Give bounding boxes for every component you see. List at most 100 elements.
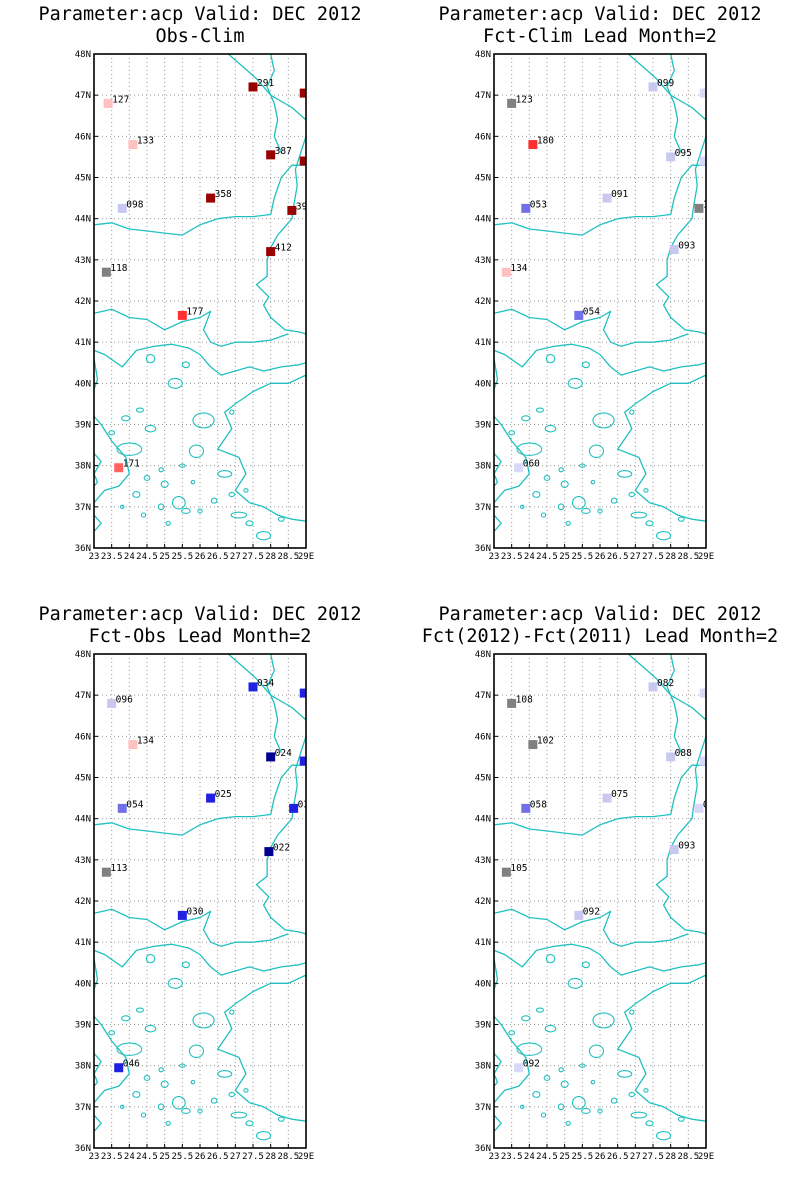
coastline <box>94 358 130 504</box>
x-tick-label: 25 <box>559 552 570 562</box>
coastline <box>655 136 706 335</box>
island-outline <box>121 1015 131 1022</box>
y-tick-label: 39N <box>75 1021 91 1031</box>
station-marker <box>266 150 276 160</box>
island-outline <box>230 1111 248 1119</box>
y-tick-label: 42N <box>75 297 91 307</box>
island-outline <box>255 530 272 541</box>
station-label: 106 <box>703 199 720 210</box>
island-outline <box>521 415 531 422</box>
y-tick-label: 40N <box>475 979 491 989</box>
coastline <box>94 943 306 976</box>
island-outline <box>210 497 218 504</box>
x-tick-label: 24.5 <box>136 552 158 562</box>
island-outline <box>519 504 525 510</box>
island-outline <box>592 1012 615 1029</box>
island-outline <box>560 480 569 489</box>
y-tick-label: 38N <box>475 1062 491 1072</box>
island-outline <box>545 953 556 964</box>
station-marker <box>177 910 187 920</box>
station-marker <box>117 803 127 813</box>
y-tick-label: 39N <box>475 1021 491 1031</box>
station-label: 113 <box>110 863 127 874</box>
island-outline <box>228 491 236 498</box>
panel-title-line1: Parameter:acp Valid: DEC 2012 <box>438 4 761 25</box>
station-label: 078 <box>708 84 725 95</box>
station-label: 088 <box>675 748 692 759</box>
island-outline <box>116 1042 143 1056</box>
station-label: 092 <box>523 1059 540 1070</box>
island-outline <box>590 479 596 485</box>
island-outline <box>178 1063 186 1068</box>
y-tick-label: 46N <box>475 732 491 742</box>
y-tick-label: 37N <box>475 1103 491 1113</box>
island-outline <box>277 516 285 522</box>
island-outline <box>190 1079 196 1085</box>
coastline <box>227 54 306 121</box>
station-marker <box>694 203 704 213</box>
station-marker <box>117 203 127 213</box>
coastline <box>494 764 706 836</box>
y-tick-label: 45N <box>475 774 491 784</box>
station-label: 082 <box>657 678 674 689</box>
y-tick-label: 48N <box>75 650 91 660</box>
island-outline <box>243 488 249 493</box>
coastline <box>255 736 306 935</box>
map-svg: Parameter:acp Valid: DEC 2012Fct(2012)-F… <box>422 604 778 1162</box>
coastline <box>617 974 706 1122</box>
station-marker <box>107 698 117 708</box>
y-tick-label: 40N <box>75 379 91 389</box>
island-outline <box>571 1095 586 1110</box>
station-label: 092 <box>583 906 600 917</box>
y-tick-label: 45N <box>75 174 91 184</box>
island-outline <box>158 467 164 473</box>
island-outline <box>588 444 605 458</box>
island-outline <box>544 1024 557 1033</box>
y-tick-label: 44N <box>475 215 491 225</box>
island-outline <box>557 503 565 511</box>
station-marker <box>528 740 538 750</box>
y-tick-label: 36N <box>75 544 91 554</box>
station-marker <box>521 803 531 813</box>
coastline <box>494 908 689 947</box>
y-tick-label: 39N <box>75 421 91 431</box>
island-outline <box>628 491 636 498</box>
station-label: 180 <box>537 136 554 147</box>
station-marker <box>501 867 511 877</box>
x-tick-label: 25 <box>559 1152 570 1162</box>
island-outline <box>597 508 603 514</box>
panel-title-line1: Parameter:acp Valid: DEC 2012 <box>38 604 361 625</box>
island-outline <box>167 377 183 389</box>
coastline <box>494 1114 502 1132</box>
y-tick-label: 37N <box>75 503 91 513</box>
island-outline <box>519 1104 525 1110</box>
island-outline <box>192 412 215 429</box>
island-outline <box>590 1079 596 1085</box>
coastline <box>94 514 102 532</box>
station-label: 412 <box>275 243 292 254</box>
island-outline <box>535 407 545 413</box>
y-tick-label: 39N <box>475 421 491 431</box>
y-tick-label: 37N <box>75 1103 91 1113</box>
island-outline <box>140 512 147 518</box>
coastline <box>494 164 706 236</box>
x-tick-label: 24.5 <box>536 1152 558 1162</box>
station-marker <box>299 88 306 98</box>
island-outline <box>157 1103 165 1111</box>
station-marker <box>602 793 612 803</box>
station-label: 091 <box>611 189 628 200</box>
panel-title-line1: Parameter:acp Valid: DEC 2012 <box>438 604 761 625</box>
map-panel-fct-clim: Parameter:acp Valid: DEC 2012 Fct-Clim Le… <box>400 0 800 600</box>
station-marker <box>574 310 584 320</box>
x-tick-label: 26 <box>195 1152 206 1162</box>
island-outline <box>143 1074 151 1082</box>
island-outline <box>558 467 564 473</box>
station-label: 108 <box>516 694 533 705</box>
island-outline <box>610 497 618 504</box>
island-outline <box>629 409 635 415</box>
island-outline <box>210 1097 218 1104</box>
station-label: 289 <box>308 84 325 95</box>
coastline <box>255 136 306 335</box>
station-label: 291 <box>257 78 274 89</box>
island-outline <box>181 1107 191 1114</box>
